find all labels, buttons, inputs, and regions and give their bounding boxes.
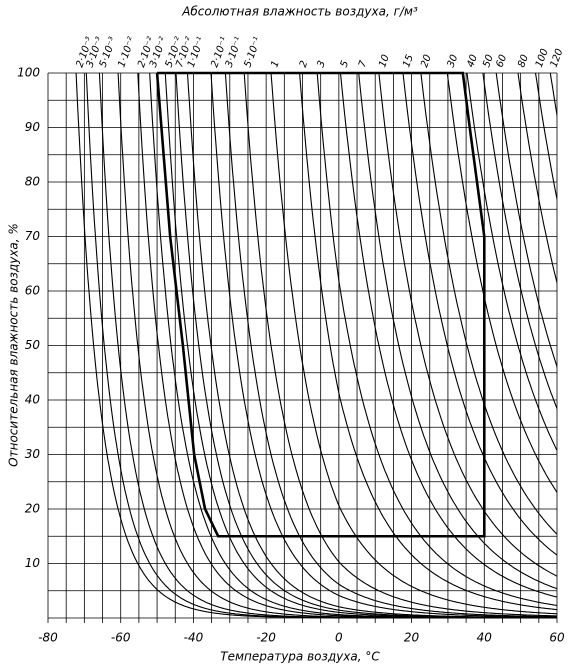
y-tick-label: 30 xyxy=(25,447,41,461)
isoline-label: 10 xyxy=(377,53,392,69)
x-tick-label: 60 xyxy=(549,631,565,645)
y-tick-label: 80 xyxy=(25,175,41,189)
isoline xyxy=(316,73,557,606)
y-tick-label: 20 xyxy=(25,502,41,516)
x-tick-label: 0 xyxy=(335,631,343,645)
x-tick-label: -20 xyxy=(256,631,276,645)
isoline-label: 15 xyxy=(401,53,416,69)
isoline xyxy=(420,73,557,535)
isoline xyxy=(270,73,557,615)
isoline xyxy=(466,73,557,452)
isoline-label: 5 xyxy=(339,59,352,69)
x-tick-label: 40 xyxy=(477,631,493,645)
y-axis-title: Относительная влажность воздуха, % xyxy=(7,223,21,467)
y-tick-label: 50 xyxy=(25,338,41,352)
isoline-label: 3 xyxy=(315,59,328,69)
region-boundary xyxy=(155,71,486,538)
y-tick-label: 90 xyxy=(25,120,41,134)
isoline-label: 20 xyxy=(419,53,434,69)
isoline xyxy=(339,73,557,598)
top-axis-title: Абсолютная влажность воздуха, г/м³ xyxy=(181,5,418,19)
isoline-label: 1 xyxy=(269,59,282,69)
isoline xyxy=(495,73,557,369)
isoline-label: 60 xyxy=(495,53,510,69)
y-tick-label: 60 xyxy=(25,284,41,298)
isoline xyxy=(299,73,557,611)
x-axis-title: Температура воздуха, °C xyxy=(220,650,380,664)
isoline-label: 120 xyxy=(549,47,566,69)
isoline xyxy=(210,73,557,618)
isoline-label: 2 xyxy=(298,59,311,69)
isoline-label: 80 xyxy=(516,53,531,69)
isoline xyxy=(517,73,557,285)
isoline-label: 7 xyxy=(357,59,370,69)
isoline-label: 50 xyxy=(481,53,496,69)
isoline xyxy=(378,73,557,577)
isoline xyxy=(446,73,557,494)
x-tick-label: -80 xyxy=(38,631,58,645)
isoline-label: 30 xyxy=(446,53,461,69)
isoline xyxy=(186,73,557,619)
isoline xyxy=(224,73,557,618)
isoline xyxy=(358,73,557,590)
x-tick-label: 20 xyxy=(404,631,420,645)
isoline-label: 5·10⁻¹ xyxy=(242,36,263,69)
y-tick-label: 40 xyxy=(25,393,41,407)
isoline-label: 40 xyxy=(465,53,480,69)
isoline xyxy=(549,73,557,119)
y-tick-label: 70 xyxy=(25,229,41,243)
x-tick-label: -40 xyxy=(184,631,204,645)
isoline xyxy=(243,73,557,617)
x-tick-label: -60 xyxy=(111,631,131,645)
isoline-label: 1·10⁻² xyxy=(116,36,137,69)
y-tick-label: 10 xyxy=(25,556,41,570)
isoline xyxy=(482,73,557,410)
isoline xyxy=(534,73,557,202)
y-tick-label: 100 xyxy=(17,66,40,80)
